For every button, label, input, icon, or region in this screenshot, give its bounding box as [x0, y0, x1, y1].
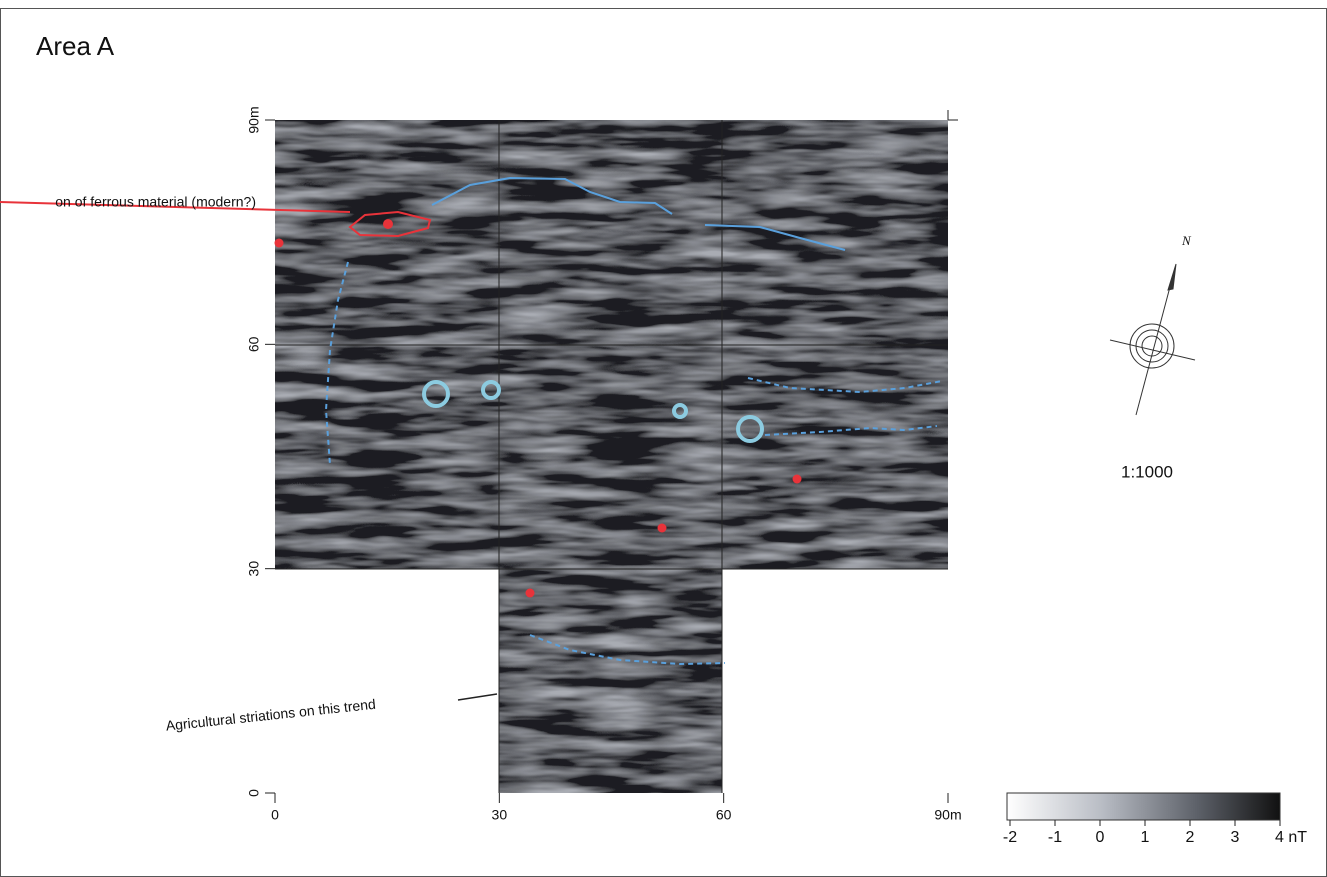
ferrous-point	[526, 589, 535, 598]
ferrous-point	[383, 219, 393, 229]
north-arrow	[1110, 264, 1195, 415]
leader-line	[458, 694, 497, 700]
colorbar	[1007, 793, 1280, 820]
colorbar-tick-label: 4 nT	[1275, 829, 1307, 846]
y-tick-label: 60	[246, 336, 262, 352]
survey-data	[275, 120, 948, 793]
x-tick-label: 60	[716, 807, 732, 823]
title: Area A	[36, 31, 115, 61]
colorbar-tick-label: 1	[1141, 829, 1150, 846]
colorbar-tick-label: -2	[1003, 829, 1017, 846]
colorbar-tick-label: 0	[1096, 829, 1105, 846]
x-tick-label: 30	[492, 807, 508, 823]
colorbar-tick-label: -1	[1048, 829, 1062, 846]
compass-ring	[1136, 330, 1168, 362]
colorbar-tick-label: 2	[1186, 829, 1195, 846]
y-tick-label: 30	[246, 561, 262, 577]
arrow-head	[1168, 264, 1176, 290]
survey-grid-lower	[499, 569, 722, 793]
colorbar-tick-label: 3	[1231, 829, 1240, 846]
north-label: N	[1181, 233, 1192, 248]
ferrous-point	[793, 475, 802, 484]
ferrous-point	[275, 239, 284, 248]
x-tick-label: 0	[271, 807, 279, 823]
y-tick-label: 0	[246, 789, 262, 797]
x-tick-label: 90m	[934, 807, 961, 823]
scale-text: 1:1000	[1121, 462, 1173, 481]
survey-map: Area A on of ferrous material (modern?)	[0, 0, 1327, 877]
annotation: on of ferrous material (modern?)	[55, 194, 256, 210]
page: Area A on of ferrous material (modern?)	[0, 0, 1327, 877]
y-tick-label: 90m	[246, 106, 262, 133]
annotation: Agricultural striations on this trend	[165, 696, 376, 734]
east-line	[1110, 340, 1195, 360]
ferrous-point	[658, 524, 667, 533]
